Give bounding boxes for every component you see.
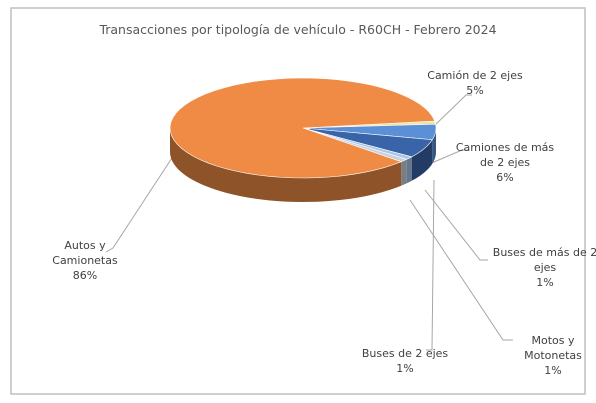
slice bbox=[302, 123, 437, 141]
data-label: Motos y Motonetas 1% bbox=[513, 333, 593, 378]
category-name: Buses de 2 ejes bbox=[361, 347, 449, 360]
value-label: 1% bbox=[536, 276, 554, 289]
value-label: 1% bbox=[544, 364, 562, 377]
slice-side bbox=[170, 128, 402, 202]
chart-title: Transacciones por tipología de vehículo … bbox=[99, 22, 497, 37]
value-label: 6% bbox=[496, 171, 514, 184]
category-name: Camión de 2 ejes bbox=[427, 69, 523, 82]
value-label: 5% bbox=[466, 84, 484, 97]
slice bbox=[302, 127, 413, 160]
value-label: 86% bbox=[72, 269, 98, 282]
slice-side bbox=[406, 156, 412, 184]
slice-side bbox=[411, 139, 433, 181]
slice bbox=[302, 127, 408, 163]
slice bbox=[302, 127, 433, 158]
category-name: Buses de más de 2 ejes bbox=[492, 246, 596, 274]
data-label: Buses de más de 2 ejes 1% bbox=[485, 245, 596, 290]
category-name: Motos y Motonetas bbox=[524, 334, 582, 362]
category-name: Autos y Camionetas bbox=[52, 239, 118, 267]
data-label: Buses de 2 ejes 1% bbox=[355, 346, 455, 376]
data-label: Autos y Camionetas 86% bbox=[40, 238, 130, 283]
slice bbox=[169, 77, 436, 179]
data-label: Camiones de más de 2 ejes 6% bbox=[450, 140, 560, 185]
category-name: Camiones de más de 2 ejes bbox=[455, 141, 555, 169]
slice-side bbox=[432, 128, 436, 164]
data-label: Camión de 2 ejes 5% bbox=[420, 68, 530, 98]
value-label: 1% bbox=[396, 362, 414, 375]
slice-side bbox=[401, 159, 407, 186]
